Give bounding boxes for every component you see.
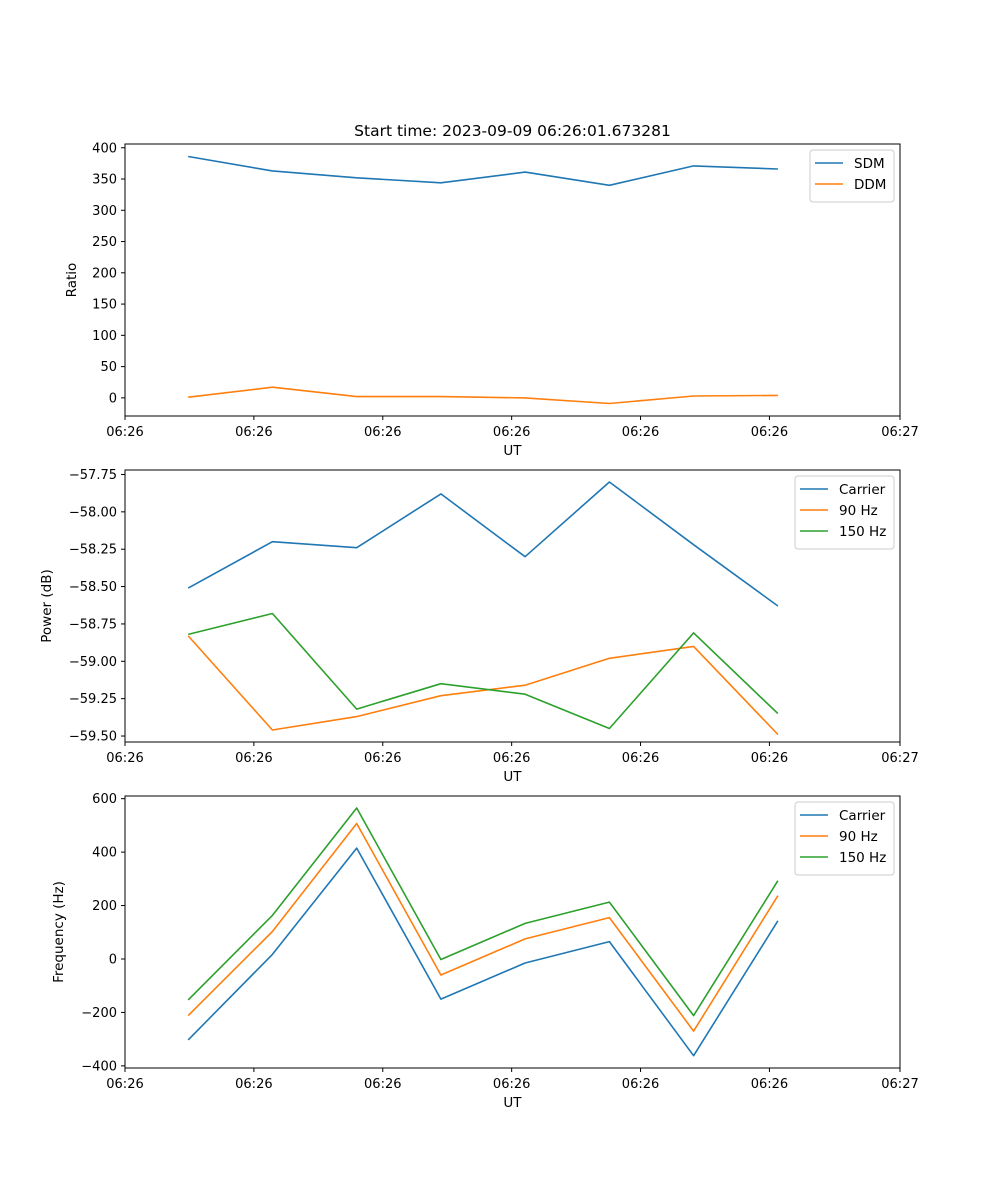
x-tick-label: 06:27	[881, 425, 918, 440]
y-tick-label: 0	[109, 952, 117, 967]
subplot-3: −400 −200 0 200 400 600 06:26 06:26 06:26 06:26 06…	[51, 792, 919, 1111]
y-tick-label: −59.25	[69, 692, 117, 707]
y-tick-label: −59.50	[69, 730, 117, 745]
axes-frame	[124, 469, 901, 743]
y-tick-label: −58.50	[69, 580, 117, 595]
y-tick-label: 0	[109, 391, 117, 406]
y-tick-label: −58.00	[69, 505, 117, 520]
x-tick-label: 06:26	[493, 751, 530, 766]
x-tick-label: 06:26	[106, 751, 143, 766]
series-line-90-hz	[187, 635, 779, 736]
y-tick-label: 150	[92, 298, 117, 313]
x-tick-label: 06:26	[622, 425, 659, 440]
legend: Carrier 90 Hz 150 Hz	[794, 475, 895, 550]
legend: Carrier 90 Hz 150 Hz	[794, 801, 895, 876]
axes-frame	[124, 143, 901, 417]
y-tick-label: 100	[92, 329, 117, 344]
x-tick-label: 06:26	[364, 751, 401, 766]
series-line-150-hz	[187, 807, 779, 1017]
legend-label-carrier: Carrier	[839, 808, 886, 824]
y-tick-label: 200	[92, 899, 117, 914]
y-tick-label: 300	[92, 204, 117, 219]
series-line-150-hz	[188, 612, 779, 730]
y-tick-label: 200	[92, 266, 117, 281]
series-line-carrier	[187, 847, 779, 1057]
y-tick-label: −58.25	[69, 543, 117, 558]
y-tick-label: 400	[92, 846, 117, 861]
legend-label-150-hz: 150 Hz	[839, 524, 886, 540]
y-axis-label: Ratio	[64, 263, 80, 298]
legend-label-sdm: SDM	[854, 156, 885, 172]
x-tick-label: 06:26	[235, 751, 272, 766]
plots-container: 0 50 100 150 200 250 300 350 400 06:26 06:26 06:26 0…	[39, 141, 919, 1111]
series-line-90-hz	[187, 822, 779, 1032]
x-axis-label: UT	[503, 769, 522, 785]
x-tick-label: 06:27	[881, 751, 918, 766]
x-tick-label: 06:26	[622, 751, 659, 766]
x-tick-label: 06:26	[106, 1077, 143, 1092]
y-tick-label: 350	[92, 173, 117, 188]
legend-label-150-hz: 150 Hz	[839, 850, 886, 866]
y-axis-label: Power (dB)	[39, 569, 55, 642]
y-tick-label: −59.00	[69, 655, 117, 670]
legend-label-ddm: DDM	[854, 177, 886, 193]
series-line-sdm	[188, 155, 778, 187]
x-tick-label: 06:26	[751, 751, 788, 766]
axes-frame	[124, 795, 901, 1069]
y-tick-label: 400	[92, 141, 117, 156]
subplot-2: −59.50 −59.25 −59.00 −58.75 −58.50 −58.25 −58.…	[39, 468, 919, 785]
y-tick-label: 600	[92, 792, 117, 807]
y-axis-label: Frequency (Hz)	[51, 881, 67, 983]
x-axis-label: UT	[503, 1095, 522, 1111]
x-tick-label: 06:26	[235, 1077, 272, 1092]
series-line-ddm	[188, 386, 778, 405]
x-tick-label: 06:26	[493, 1077, 530, 1092]
x-tick-label: 06:26	[622, 1077, 659, 1092]
subplot-1: 0 50 100 150 200 250 300 350 400 06:26 06:26 06:26 0…	[64, 141, 919, 459]
y-tick-label: 50	[100, 360, 117, 375]
x-tick-label: 06:26	[493, 425, 530, 440]
legend-label-90-hz: 90 Hz	[839, 503, 878, 519]
y-tick-label: −200	[81, 1006, 117, 1021]
chart-title: Start time: 2023-09-09 06:26:01.673281	[354, 122, 671, 140]
x-tick-label: 06:26	[751, 425, 788, 440]
x-axis-label: UT	[503, 443, 522, 459]
x-tick-label: 06:26	[364, 425, 401, 440]
x-tick-label: 06:26	[751, 1077, 788, 1092]
x-tick-label: 06:27	[881, 1077, 918, 1092]
y-tick-label: −400	[81, 1059, 117, 1074]
y-tick-label: 250	[92, 235, 117, 250]
x-tick-label: 06:26	[235, 425, 272, 440]
legend: SDM DDM	[809, 149, 895, 203]
x-tick-label: 06:26	[106, 425, 143, 440]
series-line-carrier	[187, 481, 779, 607]
y-tick-label: −58.75	[69, 617, 117, 632]
legend-label-carrier: Carrier	[839, 482, 886, 498]
x-tick-label: 06:26	[364, 1077, 401, 1092]
y-tick-label: −57.75	[69, 468, 117, 483]
legend-label-90-hz: 90 Hz	[839, 829, 878, 845]
